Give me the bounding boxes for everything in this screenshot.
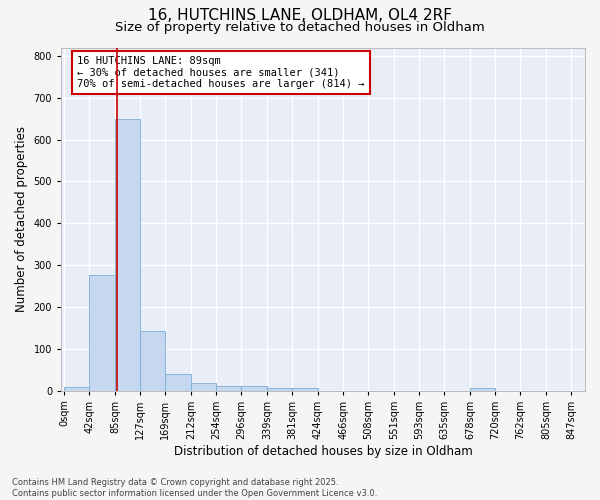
Bar: [241, 386, 267, 390]
Text: 16, HUTCHINS LANE, OLDHAM, OL4 2RF: 16, HUTCHINS LANE, OLDHAM, OL4 2RF: [148, 8, 452, 22]
Bar: [115, 120, 140, 390]
X-axis label: Distribution of detached houses by size in Oldham: Distribution of detached houses by size …: [173, 444, 472, 458]
Bar: [165, 374, 191, 390]
Y-axis label: Number of detached properties: Number of detached properties: [15, 126, 28, 312]
Text: Contains HM Land Registry data © Crown copyright and database right 2025.
Contai: Contains HM Land Registry data © Crown c…: [12, 478, 377, 498]
Bar: [191, 383, 216, 390]
Bar: [140, 330, 165, 390]
Text: 16 HUTCHINS LANE: 89sqm
← 30% of detached houses are smaller (341)
70% of semi-d: 16 HUTCHINS LANE: 89sqm ← 30% of detache…: [77, 56, 364, 90]
Text: Size of property relative to detached houses in Oldham: Size of property relative to detached ho…: [115, 21, 485, 34]
Bar: [89, 276, 115, 390]
Bar: [64, 387, 89, 390]
Bar: [216, 386, 241, 390]
Bar: [470, 388, 495, 390]
Bar: [292, 388, 318, 390]
Bar: [267, 388, 292, 390]
